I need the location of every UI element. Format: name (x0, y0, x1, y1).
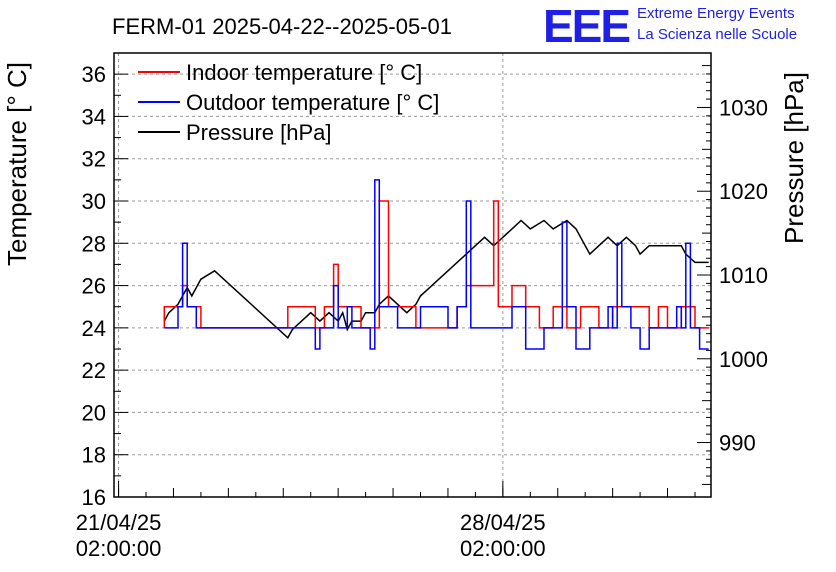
left-tick-label: 22 (82, 358, 106, 383)
legend-label: Outdoor temperature [° C] (186, 90, 439, 115)
chart-title: FERM-01 2025-04-22--2025-05-01 (112, 14, 452, 39)
left-tick-label: 34 (82, 104, 106, 129)
left-tick-label: 16 (82, 485, 106, 510)
left-tick-label: 28 (82, 231, 106, 256)
x-tick-time: 02:00:00 (460, 536, 546, 561)
x-tick-date: 21/04/25 (76, 510, 162, 535)
logo-line-2: La Scienza nelle Scuole (637, 26, 797, 43)
right-tick-label: 1020 (719, 179, 768, 204)
x-tick-time: 02:00:00 (76, 536, 162, 561)
right-tick-label: 1000 (719, 347, 768, 372)
eee-logo: EEE (543, 0, 629, 52)
left-tick-label: 18 (82, 443, 106, 468)
x-tick-date: 28/04/25 (460, 510, 546, 535)
legend-label: Indoor temperature [° C] (186, 60, 422, 85)
legend-label: Pressure [hPa] (186, 120, 332, 145)
left-axis-label: Temperature [° C] (2, 62, 32, 266)
left-tick-label: 32 (82, 147, 106, 172)
right-tick-label: 1010 (719, 263, 768, 288)
left-tick-label: 36 (82, 62, 106, 87)
right-tick-label: 1030 (719, 95, 768, 120)
right-axis-label: Pressure [hPa] (779, 72, 809, 244)
logo-line-1: Extreme Energy Events (637, 5, 795, 22)
left-tick-label: 30 (82, 189, 106, 214)
left-tick-label: 24 (82, 316, 106, 341)
left-tick-label: 20 (82, 400, 106, 425)
left-tick-label: 26 (82, 274, 106, 299)
right-tick-label: 990 (719, 431, 756, 456)
